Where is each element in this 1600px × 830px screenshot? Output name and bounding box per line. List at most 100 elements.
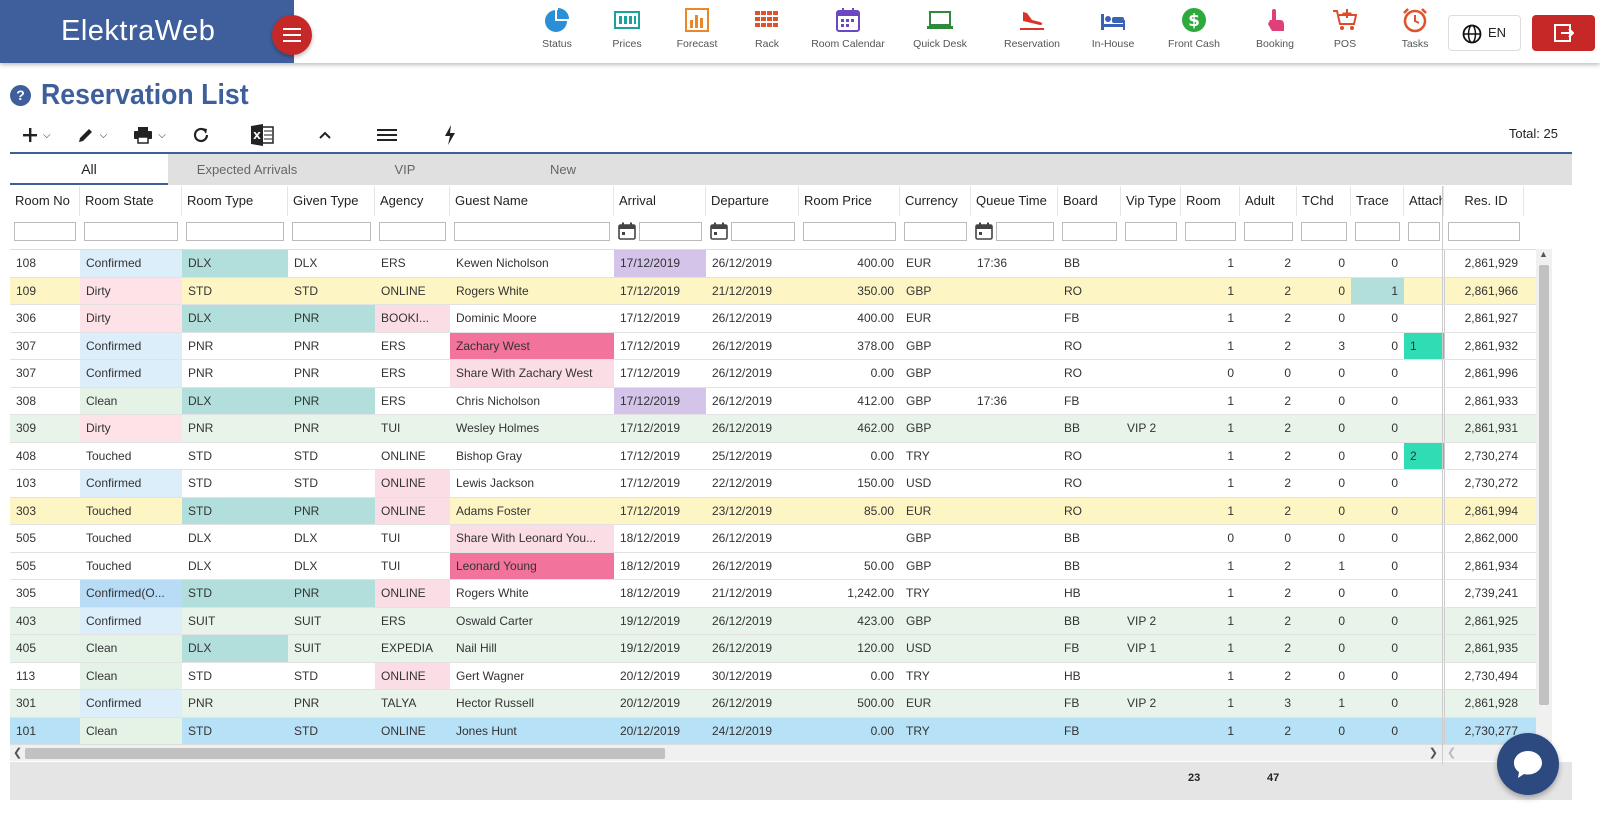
table-row[interactable]: 113 Clean STD STD ONLINE Gert Wagner 20/12/201… — [10, 662, 1536, 690]
filter-input-attach[interactable] — [1408, 222, 1440, 241]
filter-input-room-no[interactable] — [14, 222, 76, 241]
table-row[interactable]: 108 Confirmed DLX DLX ERS Kewen Nicholson 17/1… — [10, 250, 1536, 278]
scroll-left-icon[interactable]: ❮ — [1447, 747, 1457, 759]
tab-vip[interactable]: VIP — [394, 162, 416, 177]
column-header-attach[interactable]: Attach — [1404, 186, 1444, 216]
columns-menu-button[interactable] — [376, 120, 397, 150]
nav-status[interactable]: Status — [522, 0, 592, 63]
column-header-board[interactable]: Board — [1058, 186, 1121, 216]
nav-in-house[interactable]: In-House — [1078, 0, 1148, 63]
column-header-room-price[interactable]: Room Price — [799, 186, 900, 216]
tab-new[interactable]: New — [549, 162, 576, 177]
logout-button[interactable] — [1532, 15, 1595, 51]
print-button[interactable]: ⌵ — [133, 120, 166, 150]
column-header-arrival[interactable]: Arrival — [614, 186, 706, 216]
column-header-given-type[interactable]: Given Type — [288, 186, 375, 216]
calendar-icon[interactable] — [710, 222, 728, 240]
nav-reservation[interactable]: Reservation — [986, 0, 1078, 63]
column-header-res-id[interactable]: Res. ID — [1444, 186, 1524, 216]
scroll-thumb[interactable] — [1539, 265, 1549, 705]
edit-button[interactable]: ⌵ — [77, 120, 107, 150]
table-row[interactable]: 403 Confirmed SUIT SUIT ERS Oswald Carter 19/1… — [10, 607, 1536, 635]
nav-front-cash[interactable]: $ Front Cash — [1148, 0, 1240, 63]
language-selector[interactable]: EN — [1448, 15, 1521, 51]
nav-room-calendar[interactable]: Room Calendar — [802, 0, 894, 63]
add-button[interactable]: ⌵ — [22, 120, 51, 150]
quick-action-button[interactable] — [443, 120, 457, 150]
table-row[interactable]: 307 Confirmed PNR PNR ERS Share With Zachary … — [10, 360, 1536, 388]
chat-button[interactable] — [1497, 733, 1559, 795]
filter-input-trace[interactable] — [1355, 222, 1400, 241]
table-row[interactable]: 308 Clean DLX PNR ERS Chris Nicholson 17/12/20… — [10, 387, 1536, 415]
column-header-agency[interactable]: Agency — [375, 186, 450, 216]
filter-input-room-state[interactable] — [84, 222, 178, 241]
column-header-departure[interactable]: Departure — [706, 186, 799, 216]
horizontal-scrollbar[interactable]: ❮ ❯ — [10, 744, 1442, 761]
column-header-trace[interactable]: Trace — [1351, 186, 1404, 216]
table-row[interactable]: 301 Confirmed PNR PNR TALYA Hector Russell 20/… — [10, 690, 1536, 718]
column-header-queue-time[interactable]: Queue Time — [971, 186, 1058, 216]
table-row[interactable]: 307 Confirmed PNR PNR ERS Zachary West 17/12/2… — [10, 332, 1536, 360]
table-row[interactable]: 109 Dirty STD STD ONLINE Rogers White 17/12/20… — [10, 277, 1536, 305]
filter-input-vip-type[interactable] — [1125, 222, 1177, 241]
table-row[interactable]: 305 Confirmed(O... STD PNR ONLINE Rogers Whit… — [10, 580, 1536, 608]
column-header-room-state[interactable]: Room State — [80, 186, 182, 216]
calendar-icon[interactable] — [975, 222, 993, 240]
scroll-thumb[interactable] — [25, 748, 665, 759]
column-header-room-no[interactable]: Room No — [10, 186, 80, 216]
calendar-icon[interactable] — [618, 222, 636, 240]
main-menu-button[interactable] — [272, 15, 312, 55]
filter-input-agency[interactable] — [379, 222, 446, 241]
table-row[interactable]: 306 Dirty DLX PNR BOOKI... Dominic Moore 17/12… — [10, 305, 1536, 333]
column-header-vip-type[interactable]: Vip Type — [1121, 186, 1181, 216]
scroll-left-icon[interactable]: ❮ — [13, 747, 23, 759]
collapse-button[interactable] — [318, 120, 332, 150]
nav-pos[interactable]: POS — [1310, 0, 1380, 63]
column-header-guest-name[interactable]: Guest Name — [450, 186, 614, 216]
column-header-currency[interactable]: Currency — [900, 186, 971, 216]
column-header-adult[interactable]: Adult — [1240, 186, 1297, 216]
filter-input-departure[interactable] — [731, 222, 795, 241]
nav-tasks[interactable]: Tasks — [1380, 0, 1450, 63]
column-header-tchd[interactable]: TChd — [1297, 186, 1351, 216]
table-row[interactable]: 309 Dirty PNR PNR TUI Wesley Holmes 17/12/2019… — [10, 415, 1536, 443]
nav-quick-desk[interactable]: Quick Desk — [894, 0, 986, 63]
scroll-right-icon[interactable]: ❯ — [1428, 747, 1438, 759]
table-row[interactable]: 303 Touched STD PNR ONLINE Adams Foster 17/12/… — [10, 497, 1536, 525]
filter-input-room-price[interactable] — [803, 222, 896, 241]
refresh-button[interactable] — [192, 120, 210, 150]
brand-logo[interactable]: ElektraWeb — [0, 0, 294, 63]
cell-given-type: DLX — [294, 558, 318, 573]
filter-input-room-type[interactable] — [186, 222, 284, 241]
table-row[interactable]: 101 Clean STD STD ONLINE Jones Hunt 20/12/2019… — [10, 717, 1536, 744]
filter-input-board[interactable] — [1062, 222, 1117, 241]
tab-all[interactable]: All — [10, 154, 168, 185]
filter-input-currency[interactable] — [904, 222, 967, 241]
vertical-scrollbar[interactable]: ▲ — [1536, 249, 1552, 744]
nav-booking[interactable]: Booking — [1240, 0, 1310, 63]
filter-input-adult[interactable] — [1244, 222, 1293, 241]
filter-input-tchd[interactable] — [1301, 222, 1347, 241]
filter-input-arrival[interactable] — [639, 222, 702, 241]
table-row[interactable]: 505 Touched DLX DLX TUI Leonard Young 18/12/20… — [10, 552, 1536, 580]
excel-export-button[interactable]: X — [250, 120, 274, 150]
cell-room-price: 50.00 — [863, 558, 894, 573]
scroll-up-icon[interactable]: ▲ — [1539, 249, 1548, 259]
table-row[interactable]: 103 Confirmed STD STD ONLINE Lewis Jackson 17/… — [10, 470, 1536, 498]
table-row[interactable]: 505 Touched DLX DLX TUI Share With Leonard Yo… — [10, 525, 1536, 553]
nav-forecast[interactable]: Forecast — [662, 0, 732, 63]
nav-rack[interactable]: Rack — [732, 0, 802, 63]
tab-expected-arrivals[interactable]: Expected Arrivals — [196, 162, 298, 177]
filter-input-room[interactable] — [1185, 222, 1236, 241]
table-row[interactable]: 408 Touched STD STD ONLINE Bishop Gray 17/12/2… — [10, 442, 1536, 470]
cell-res-id: 2,861,925 — [1444, 607, 1524, 634]
filter-input-res-id[interactable] — [1448, 222, 1520, 241]
column-header-room-type[interactable]: Room Type — [182, 186, 288, 216]
help-icon[interactable]: ? — [10, 84, 31, 106]
table-row[interactable]: 405 Clean DLX SUIT EXPEDIA Nail Hill 19/12/201… — [10, 635, 1536, 663]
column-header-room[interactable]: Room — [1181, 186, 1240, 216]
nav-prices[interactable]: Prices — [592, 0, 662, 63]
filter-input-queue-time[interactable] — [996, 222, 1054, 241]
filter-input-guest-name[interactable] — [454, 222, 610, 241]
filter-input-given-type[interactable] — [292, 222, 371, 241]
